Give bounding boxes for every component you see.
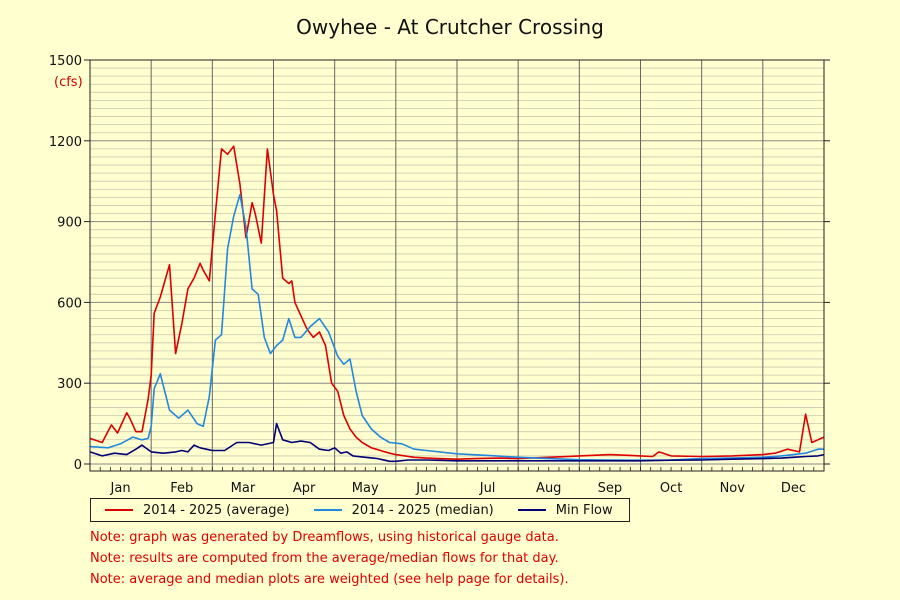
x-tick-label: Aug bbox=[536, 481, 561, 496]
series-line-min bbox=[89, 422, 825, 463]
y-axis: 0 300 600 900 1200 1500 bbox=[49, 54, 830, 473]
grid bbox=[90, 59, 824, 471]
x-tick-label: May bbox=[352, 481, 379, 496]
legend-label-min: Min Flow bbox=[555, 502, 613, 518]
series-line-average bbox=[89, 145, 825, 461]
legend-label-median: 2014 - 2025 (median) bbox=[351, 502, 494, 518]
y-tick-label: 0 bbox=[74, 458, 82, 473]
note-line: Note: graph was generated by Dreamflows,… bbox=[90, 530, 559, 545]
x-tick-label: Feb bbox=[170, 481, 193, 496]
y-tick-label: 900 bbox=[57, 216, 82, 231]
x-tick-label: Jan bbox=[110, 481, 131, 496]
x-tick-label: Nov bbox=[720, 481, 746, 496]
y-unit-label: (cfs) bbox=[54, 75, 83, 90]
y-tick-label: 600 bbox=[57, 296, 82, 311]
note-line: Note: average and median plots are weigh… bbox=[90, 572, 569, 587]
legend-swatch-average bbox=[105, 509, 133, 511]
legend-swatch-median bbox=[313, 509, 342, 511]
plot-frame bbox=[89, 59, 825, 472]
y-tick-label: 1200 bbox=[49, 135, 82, 150]
note-line: Note: results are computed from the aver… bbox=[90, 551, 559, 566]
x-tick-label: Jul bbox=[479, 481, 496, 496]
y-tick-label: 300 bbox=[57, 377, 82, 392]
x-tick-label: Oct bbox=[660, 481, 682, 496]
chart-title: Owyhee - At Crutcher Crossing bbox=[296, 15, 604, 39]
x-tick-label: Jun bbox=[415, 481, 436, 496]
legend-label-average: 2014 - 2025 (average) bbox=[143, 502, 290, 518]
x-axis: Jan Feb Mar Apr May Jun Jul Aug Sep Oct Nov Dec bbox=[89, 467, 825, 496]
legend-item-median: 2014 - 2025 (median) bbox=[313, 502, 494, 518]
legend-item-min: Min Flow bbox=[517, 502, 613, 518]
legend: 2014 - 2025 (average) 2014 - 2025 (media… bbox=[90, 498, 630, 522]
x-tick-label: Mar bbox=[231, 481, 256, 496]
legend-swatch-min bbox=[517, 509, 546, 511]
x-tick-label: Apr bbox=[293, 481, 316, 496]
y-tick-label: 1500 bbox=[49, 54, 82, 69]
notes: Note: graph was generated by Dreamflows,… bbox=[90, 527, 569, 590]
legend-item-average: 2014 - 2025 (average) bbox=[105, 503, 290, 518]
series-group bbox=[89, 145, 825, 463]
x-tick-label: Sep bbox=[598, 481, 623, 496]
x-tick-label: Dec bbox=[781, 481, 806, 496]
